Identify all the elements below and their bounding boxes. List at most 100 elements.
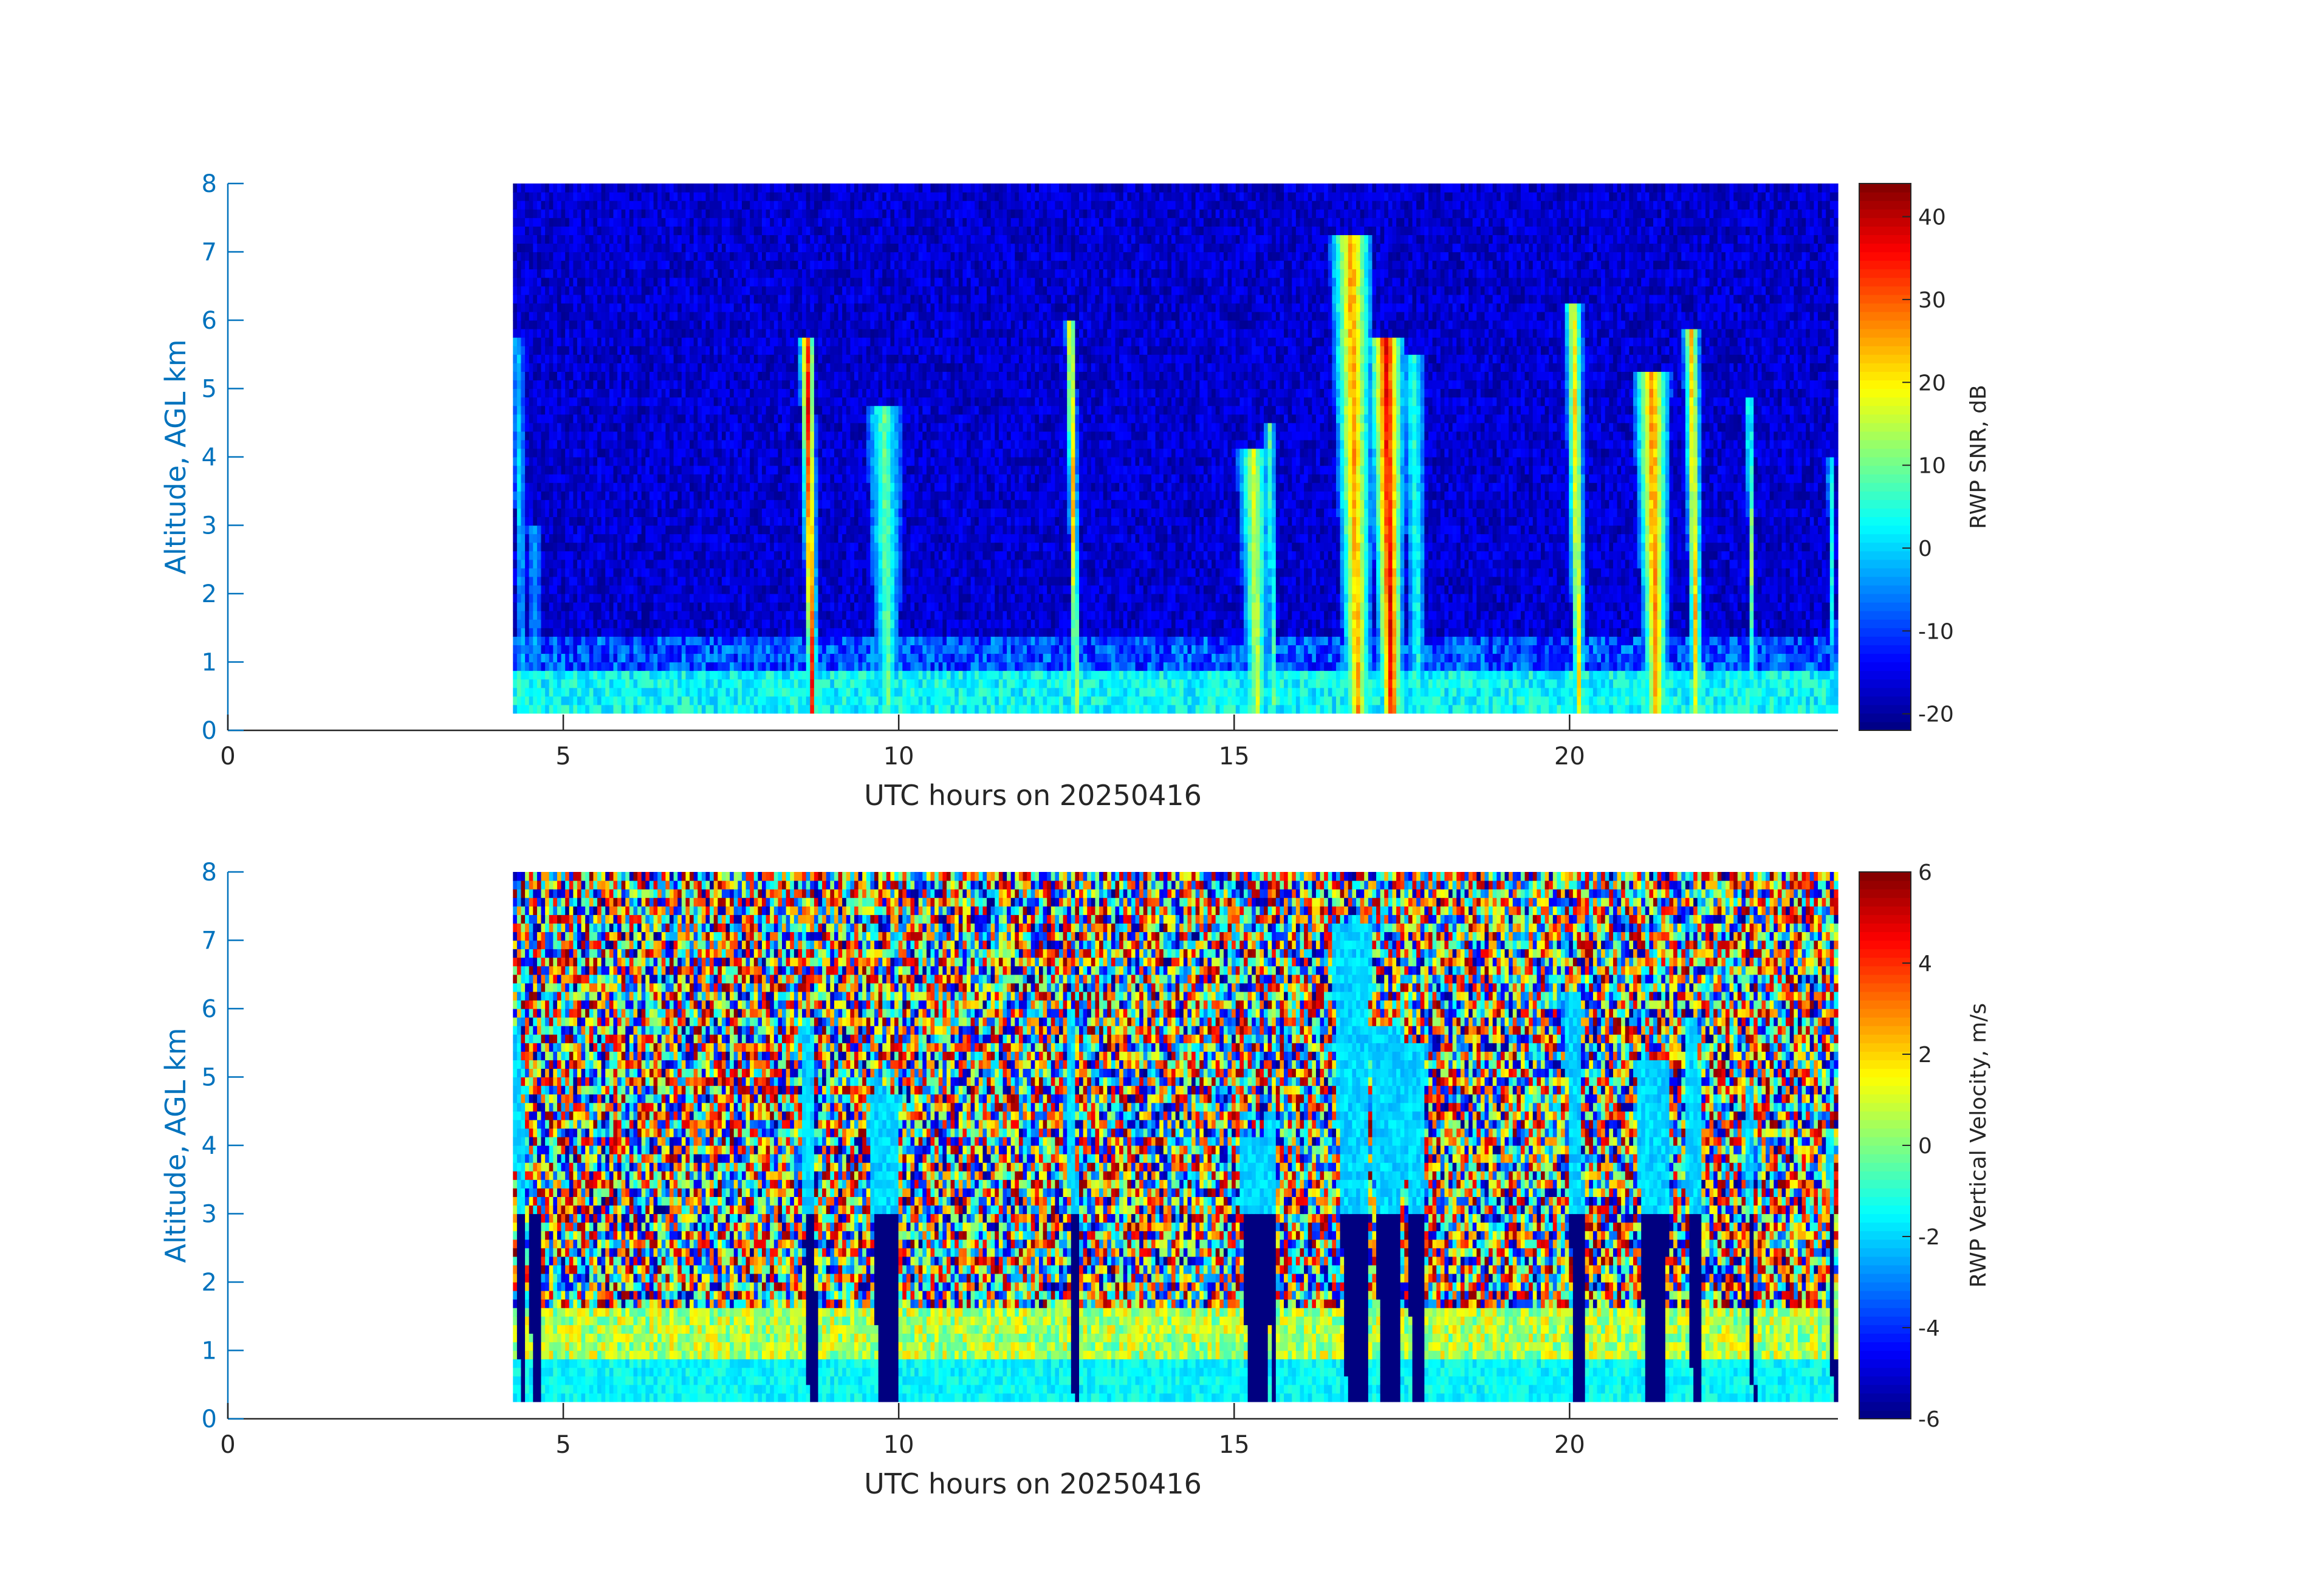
heatmap-cell <box>585 329 589 338</box>
heatmap-cell <box>750 671 754 680</box>
heatmap-cell <box>529 303 533 312</box>
heatmap-cell <box>742 329 746 338</box>
heatmap-cell <box>677 526 682 535</box>
heatmap-cell <box>670 491 674 500</box>
heatmap-cell <box>637 560 642 569</box>
heatmap-cell <box>622 508 626 517</box>
heatmap-cell <box>722 551 726 560</box>
heatmap-cell <box>573 611 577 620</box>
heatmap-cell <box>553 671 557 680</box>
heatmap-cell <box>657 499 662 509</box>
heatmap-cell <box>665 363 670 372</box>
heatmap-cell <box>662 389 666 398</box>
heatmap-cell <box>537 286 541 295</box>
heatmap-cell <box>581 457 586 466</box>
heatmap-cell <box>662 465 666 475</box>
heatmap-cell <box>738 482 742 492</box>
heatmap-cell <box>553 235 557 244</box>
heatmap-cell <box>698 337 702 346</box>
heatmap-cell <box>541 380 546 389</box>
heatmap-cell <box>545 491 549 500</box>
heatmap-cell <box>525 346 529 355</box>
heatmap-cell <box>637 431 642 441</box>
heatmap-cell <box>565 671 569 680</box>
heatmap-cell <box>525 611 529 620</box>
heatmap-cell <box>714 252 718 261</box>
heatmap-cell <box>609 696 614 705</box>
heatmap-cell <box>738 568 742 577</box>
heatmap-cell <box>718 474 722 483</box>
heatmap-cell <box>525 585 529 594</box>
heatmap-cell <box>529 482 533 492</box>
heatmap-cell <box>605 560 609 569</box>
heatmap-cell <box>593 201 597 210</box>
heatmap-cell <box>746 209 750 218</box>
heatmap-cell <box>561 482 566 492</box>
heatmap-cell <box>589 346 594 355</box>
heatmap-cell <box>650 423 654 432</box>
heatmap-cell <box>645 380 650 389</box>
heatmap-cell <box>597 594 602 603</box>
heatmap-cell <box>545 226 549 235</box>
heatmap-cell <box>665 628 670 637</box>
heatmap-cell <box>629 423 634 432</box>
heatmap-cell <box>634 602 638 611</box>
heatmap-cell <box>537 508 541 517</box>
heatmap-cell <box>742 508 746 517</box>
heatmap-cell <box>677 465 682 475</box>
heatmap-cell <box>722 508 726 517</box>
heatmap-cell <box>629 320 634 329</box>
heatmap-cell <box>517 295 521 304</box>
heatmap-cell <box>657 457 662 466</box>
heatmap-cell <box>622 448 626 458</box>
heatmap-cell <box>549 594 554 603</box>
heatmap-cell <box>541 337 546 346</box>
heatmap-cell <box>642 440 646 449</box>
heatmap-cell <box>617 201 622 210</box>
heatmap-cell <box>565 329 569 338</box>
heatmap-cell <box>517 261 521 270</box>
heatmap-cell <box>577 431 581 441</box>
heatmap-cell <box>609 474 614 483</box>
heatmap-cell <box>513 628 517 637</box>
heatmap-cell <box>690 431 694 441</box>
heatmap-cell <box>605 543 609 552</box>
heatmap-cell <box>670 636 674 645</box>
heatmap-cell <box>565 526 569 535</box>
heatmap-cell <box>750 278 754 287</box>
heatmap-cell <box>750 679 754 688</box>
heatmap-cell <box>750 389 754 398</box>
heatmap-cell <box>561 662 566 671</box>
heatmap-cell <box>698 602 702 611</box>
heatmap-cell <box>734 543 738 552</box>
heatmap-cell <box>569 499 574 509</box>
heatmap-cell <box>561 696 566 705</box>
heatmap-cell <box>545 577 549 586</box>
heatmap-cell <box>726 534 730 543</box>
heatmap-cell <box>642 346 646 355</box>
heatmap-cell <box>597 534 602 543</box>
heatmap-cell <box>734 337 738 346</box>
heatmap-cell <box>602 329 606 338</box>
heatmap-cell <box>533 209 537 218</box>
heatmap-cell <box>629 645 634 654</box>
heatmap-cell <box>577 474 581 483</box>
heatmap-cell <box>589 303 594 312</box>
heatmap-cell <box>561 705 566 714</box>
heatmap-cell <box>533 235 537 244</box>
heatmap-cell <box>742 269 746 278</box>
heatmap-cell <box>730 551 734 560</box>
heatmap-cell <box>650 218 654 227</box>
heatmap-cell <box>581 594 586 603</box>
heatmap-cell <box>525 448 529 458</box>
heatmap-cell <box>589 243 594 252</box>
heatmap-cell <box>617 465 622 475</box>
heatmap-cell <box>573 389 577 398</box>
heatmap-cell <box>549 380 554 389</box>
heatmap-cell <box>642 201 646 210</box>
heatmap-cell <box>517 346 521 355</box>
heatmap-cell <box>746 184 750 193</box>
heatmap-cell <box>650 184 654 193</box>
heatmap-cell <box>513 252 517 261</box>
heatmap-cell <box>650 491 654 500</box>
